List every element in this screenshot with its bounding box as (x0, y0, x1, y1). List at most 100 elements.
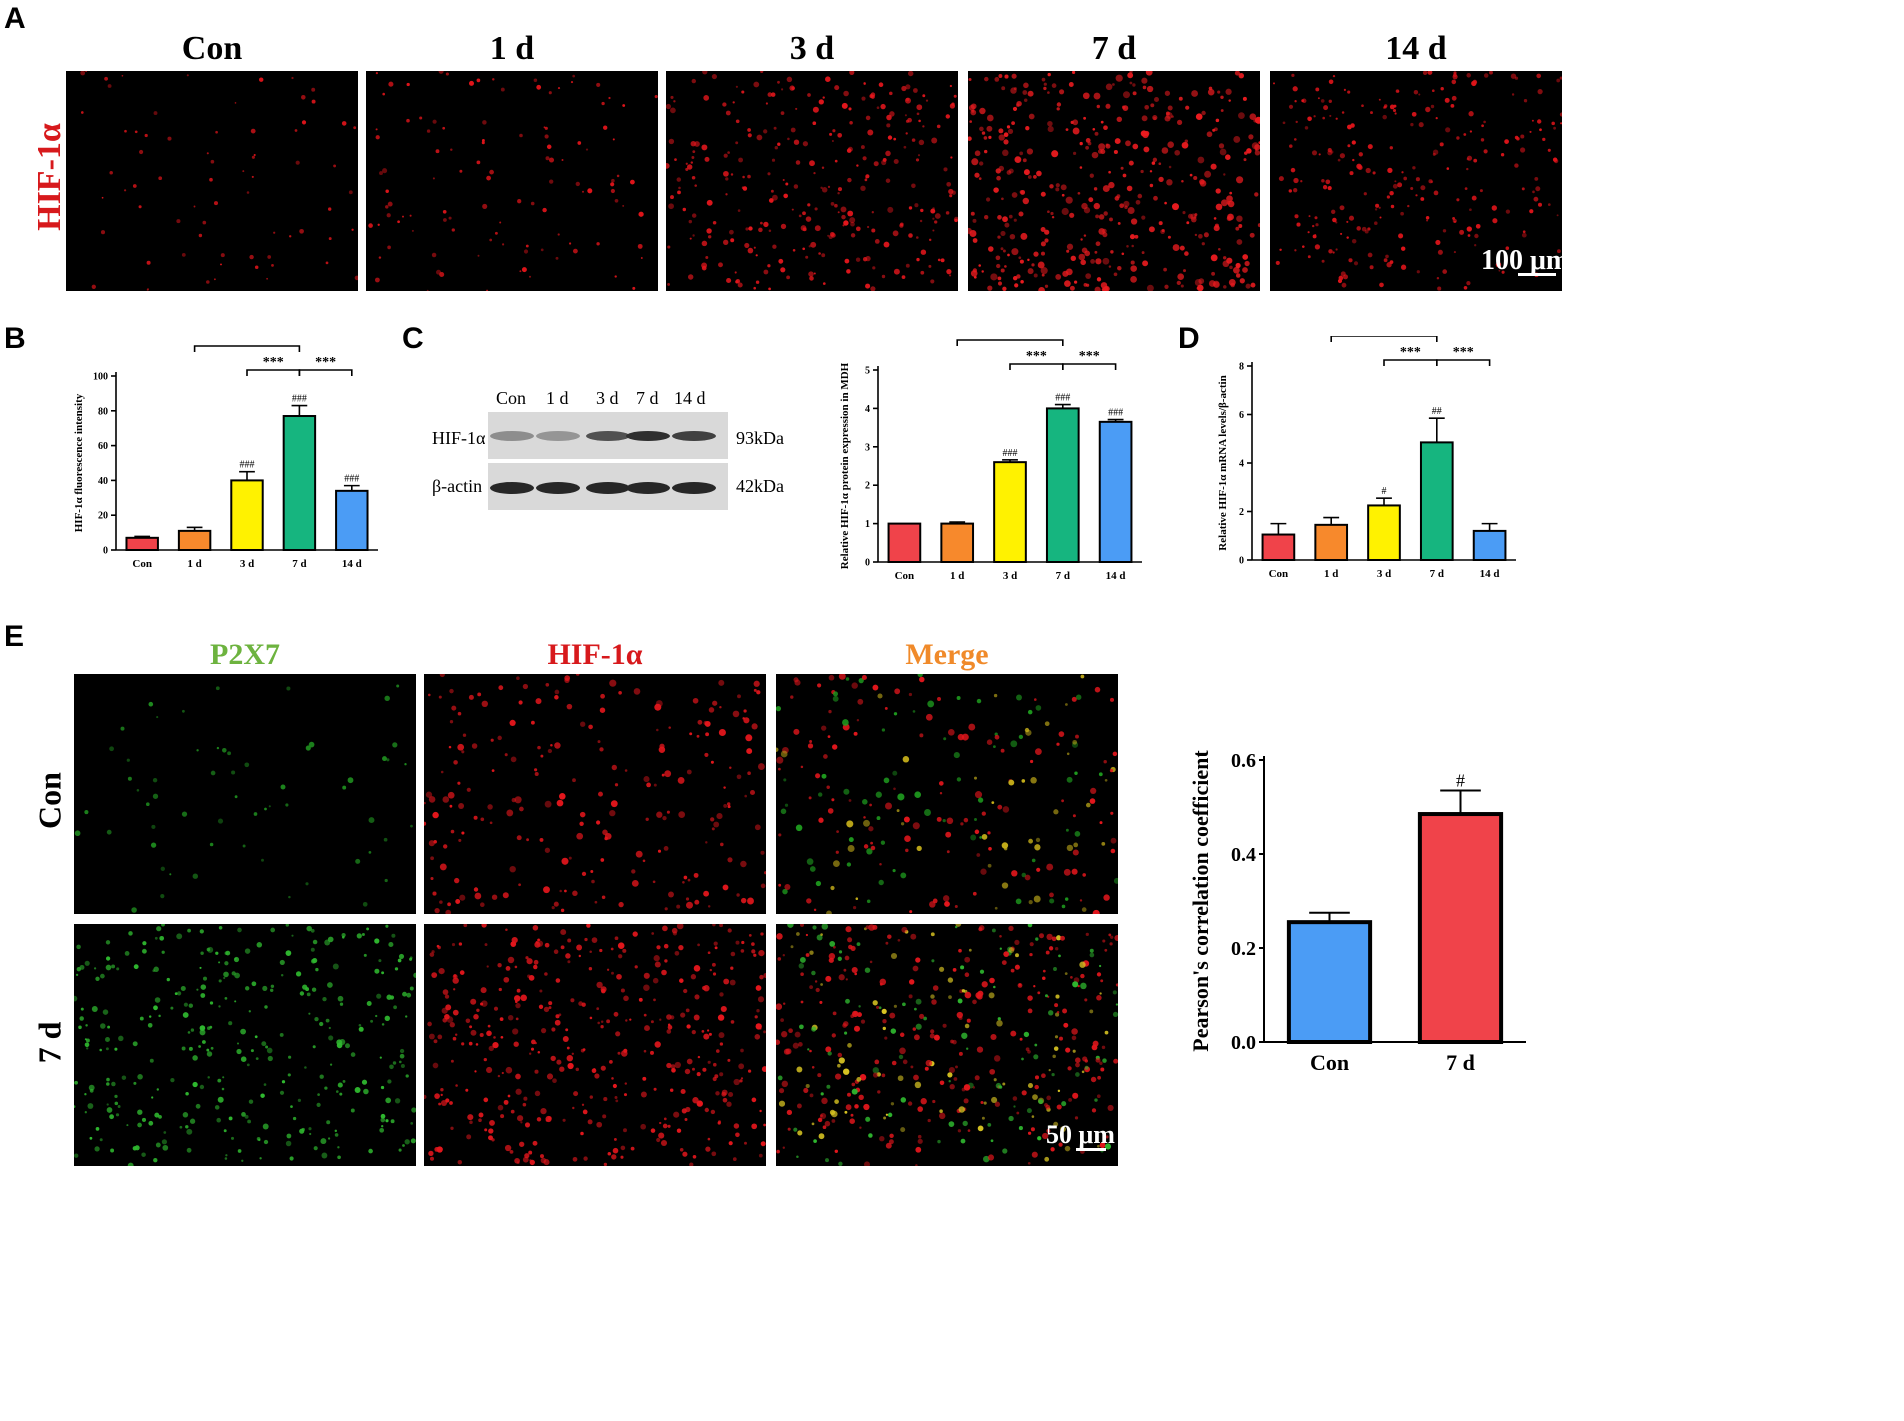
cell-signal (442, 796, 450, 803)
cell-signal (295, 160, 300, 165)
cell-signal (91, 1006, 98, 1012)
cell-signal (897, 938, 901, 942)
cell-signal (1053, 1121, 1059, 1127)
cell-signal (1148, 226, 1155, 233)
blot-band (626, 431, 670, 441)
cell-signal (424, 821, 427, 826)
cell-signal (587, 188, 593, 194)
cell-signal (725, 110, 731, 116)
cell-signal (1033, 251, 1039, 257)
cell-signal (815, 987, 820, 993)
chart-d: Relative HIF-1α mRNA levels/β-actin02468… (1217, 336, 1516, 580)
cell-signal (443, 218, 447, 222)
cell-signal (269, 988, 274, 993)
cell-signal (450, 148, 453, 151)
cell-signal (481, 139, 485, 142)
cell-signal (944, 901, 950, 907)
significance-mark: ### (1003, 448, 1018, 459)
cell-signal (1378, 206, 1381, 209)
cell-signal (869, 960, 873, 964)
cell-signal (876, 1072, 881, 1077)
cell-signal (542, 207, 547, 213)
cell-signal (152, 777, 158, 783)
cell-signal (657, 849, 662, 853)
cell-signal (1007, 253, 1010, 257)
cell-signal (859, 1126, 862, 1129)
cell-signal (872, 1072, 879, 1078)
cell-signal (1181, 180, 1184, 183)
cell-signal (447, 791, 455, 799)
cell-signal (537, 938, 540, 942)
cell-signal (679, 978, 684, 983)
cell-signal (87, 1103, 94, 1109)
cell-signal (701, 1030, 705, 1033)
cell-signal (1081, 907, 1087, 912)
cell-signal (738, 1063, 745, 1070)
cell-signal (1023, 1031, 1030, 1038)
cell-signal (236, 1042, 240, 1045)
cell-signal (1001, 842, 1009, 849)
cell-signal (777, 80, 780, 84)
cell-signal (124, 129, 127, 133)
cell-signal (449, 1022, 455, 1028)
cell-signal (807, 1048, 810, 1051)
cell-signal (787, 137, 790, 141)
cell-signal (182, 1012, 189, 1018)
cell-signal (548, 1006, 552, 1010)
cell-signal (473, 815, 478, 820)
cell-signal (785, 182, 789, 186)
cell-signal (813, 272, 816, 275)
cell-signal (727, 857, 733, 863)
cell-signal (461, 750, 465, 754)
cell-signal (1034, 1075, 1040, 1080)
cell-signal (1161, 147, 1169, 154)
cell-signal (270, 927, 276, 933)
cell-signal (1363, 192, 1367, 196)
cell-signal (783, 778, 787, 782)
cell-signal (281, 1080, 286, 1084)
cell-signal (1553, 158, 1559, 164)
cell-signal (974, 776, 977, 780)
cell-signal (832, 691, 839, 697)
cell-signal (998, 74, 1003, 78)
cell-signal (692, 1067, 695, 1071)
cell-signal (714, 946, 718, 950)
cell-signal (1092, 909, 1100, 914)
cell-signal (234, 1000, 237, 1003)
cell-signal (792, 249, 796, 252)
cell-signal (154, 997, 161, 1003)
cell-signal (1072, 739, 1078, 745)
cell-signal (589, 950, 592, 954)
cell-signal (111, 1081, 116, 1087)
cell-signal (399, 1048, 405, 1054)
cell-signal (1201, 242, 1205, 246)
cell-signal (659, 1018, 662, 1021)
cell-signal (448, 216, 452, 220)
cell-signal (846, 148, 852, 153)
cell-signal (233, 956, 240, 963)
cell-signal (480, 1002, 484, 1006)
cell-signal (1048, 946, 1054, 951)
cell-signal (286, 686, 291, 691)
cell-signal (597, 1021, 600, 1025)
col-head-merge: Merge (905, 638, 989, 671)
cell-signal (532, 1140, 538, 1146)
cell-signal (515, 1088, 522, 1095)
cell-signal (1197, 156, 1205, 164)
cell-signal (91, 284, 96, 289)
cell-signal (545, 156, 550, 161)
cell-signal (890, 952, 898, 960)
cell-signal (324, 939, 331, 946)
cell-signal (410, 1122, 414, 1125)
cell-signal (1328, 99, 1332, 103)
cell-signal (837, 192, 840, 195)
cell-signal (686, 164, 693, 170)
cell-signal (1466, 157, 1470, 161)
cell-signal (1436, 276, 1440, 280)
cell-signal (730, 951, 736, 957)
cell-signal (106, 1103, 109, 1106)
cell-signal (1471, 195, 1477, 201)
cell-signal (1073, 842, 1079, 848)
x-tick-label: 3 d (1377, 568, 1391, 580)
cell-signal (279, 1090, 285, 1095)
